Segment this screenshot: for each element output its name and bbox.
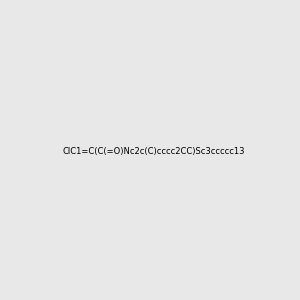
Text: ClC1=C(C(=O)Nc2c(C)cccc2CC)Sc3ccccc13: ClC1=C(C(=O)Nc2c(C)cccc2CC)Sc3ccccc13 <box>62 147 245 156</box>
